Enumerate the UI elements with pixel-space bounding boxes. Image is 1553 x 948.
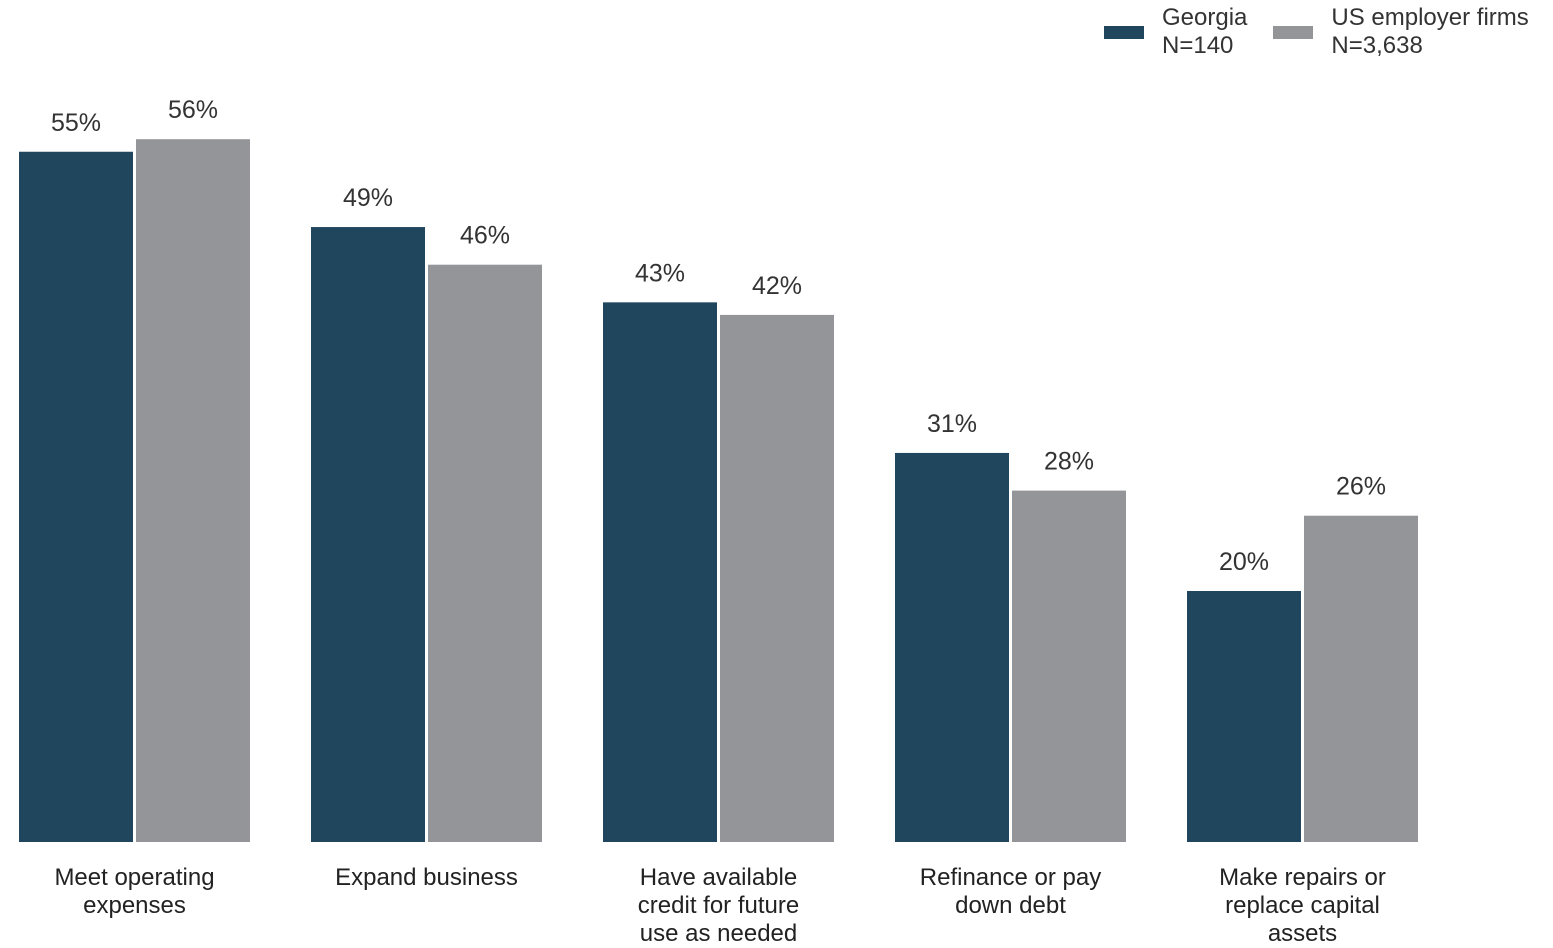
bar-georgia-2 [603, 302, 717, 843]
category-label-line: replace capital [1225, 892, 1380, 919]
bar-georgia-1 [311, 227, 425, 843]
legend-n-us-employer-firms: N=3,638 [1331, 32, 1423, 59]
bar-georgia-4 [1187, 591, 1301, 842]
category-label-line: Refinance or pay [919, 864, 1102, 891]
category-label-2: Have available credit for future use as ne… [609, 864, 829, 948]
legend-n-georgia: N=140 [1162, 32, 1234, 59]
bar-us-employer-firms-4 [1304, 515, 1418, 842]
category-label-3: Refinance or pay down debt [901, 864, 1121, 920]
data-label-georgia-0: 55% [51, 109, 101, 137]
bar-georgia-3 [895, 452, 1009, 842]
legend-label-georgia: Georgia [1162, 4, 1248, 31]
data-label-georgia-2: 43% [635, 259, 685, 287]
data-label-georgia-3: 31% [927, 410, 977, 438]
legend-swatch-georgia [1104, 25, 1144, 39]
category-label-line: expenses [83, 892, 186, 919]
bar-georgia-0 [19, 151, 133, 842]
category-label-line: use as needed [639, 920, 798, 947]
data-label-us-employer-firms-1: 46% [460, 222, 510, 250]
data-label-us-employer-firms-2: 42% [752, 272, 802, 300]
legend-label-us-employer-firms: US employer firms [1331, 4, 1529, 31]
category-label-line: Meet operating [54, 864, 215, 891]
bar-us-employer-firms-1 [428, 264, 542, 842]
category-label-line: Have available [639, 864, 798, 891]
data-label-us-employer-firms-3: 28% [1044, 448, 1094, 476]
data-label-us-employer-firms-4: 26% [1336, 473, 1386, 501]
category-label-line: assets [1267, 920, 1338, 947]
category-label-line: down debt [955, 892, 1066, 919]
data-label-us-employer-firms-0: 56% [168, 96, 218, 124]
data-label-georgia-1: 49% [343, 184, 393, 212]
category-label-line: Expand business [335, 864, 518, 891]
legend-item-us-employer-firms: US employer firms N=3,638 [1273, 4, 1529, 60]
legend-item-georgia: Georgia N=140 [1104, 4, 1247, 60]
data-label-georgia-4: 20% [1219, 548, 1269, 576]
category-label-1: Expand business [317, 864, 537, 892]
legend: Georgia N=140 US employer firms N=3,638 [1104, 4, 1529, 60]
category-label-4: Make repairs or replace capital assets [1193, 864, 1413, 948]
legend-swatch-us-employer-firms [1273, 25, 1314, 39]
bar-us-employer-firms-3 [1012, 490, 1126, 842]
category-label-line: Make repairs or [1219, 864, 1386, 891]
category-label-line: credit for future [637, 892, 800, 919]
category-label-0: Meet operating expenses [25, 864, 245, 920]
bar-us-employer-firms-0 [136, 139, 250, 842]
bar-us-employer-firms-2 [720, 314, 834, 842]
